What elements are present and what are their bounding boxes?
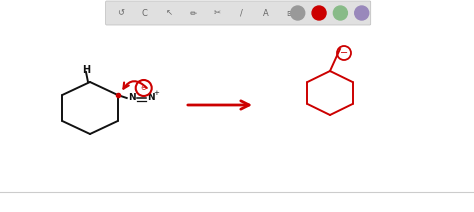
Text: ⊟: ⊟ [286, 8, 293, 18]
Text: ⊖: ⊖ [141, 85, 146, 91]
Text: ↺: ↺ [117, 8, 124, 18]
Text: N: N [147, 93, 155, 102]
Circle shape [291, 6, 305, 20]
Text: +: + [154, 90, 160, 96]
Text: ✏: ✏ [190, 8, 197, 18]
Circle shape [355, 6, 369, 20]
Text: A: A [263, 8, 268, 18]
Text: ↖: ↖ [165, 8, 173, 18]
FancyBboxPatch shape [106, 1, 371, 25]
Text: H: H [82, 65, 90, 75]
Text: N: N [128, 93, 136, 102]
Text: /: / [240, 8, 243, 18]
Text: C: C [142, 8, 148, 18]
Circle shape [333, 6, 347, 20]
Circle shape [312, 6, 326, 20]
Text: ✂: ✂ [214, 8, 221, 18]
Text: −: − [340, 48, 348, 58]
